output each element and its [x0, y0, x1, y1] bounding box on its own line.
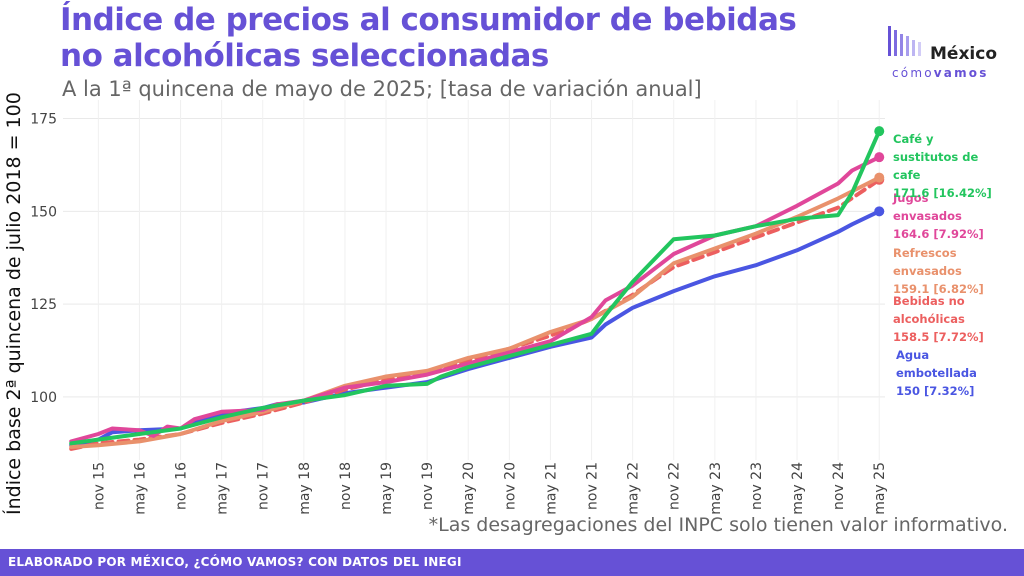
y-tick-label: 175 — [30, 112, 57, 128]
series-name-label: sustitutos de — [893, 150, 978, 164]
series-value-label: 150 [7.32%] — [896, 384, 974, 398]
series-name-label: Bebidas no — [893, 294, 965, 308]
x-tick-label: may 22 — [626, 462, 642, 515]
x-tick-labels: nov 15 may 16 nov 16 may 17 nov 17 may 18 nov … — [91, 462, 888, 515]
logo-bars-icon — [888, 26, 921, 56]
x-tick-label: nov 18 — [338, 462, 354, 510]
x-tick-label: nov 15 — [91, 462, 107, 510]
y-tick-label: 125 — [30, 297, 57, 313]
series-name-label: Café y — [893, 132, 934, 146]
series-line — [69, 177, 882, 451]
mexico-como-vamos-logo: México cómovamos — [888, 20, 1008, 86]
series-name-label: embotellada — [896, 366, 977, 380]
series-line — [69, 209, 882, 448]
series-value-label: 159.1 [6.82%] — [893, 282, 984, 296]
y-tick-label: 150 — [30, 204, 57, 220]
series-name-label: Refrescos — [893, 246, 957, 260]
logo-mexico-text: México — [930, 44, 997, 64]
series-end-point — [874, 172, 885, 183]
series-line — [69, 155, 882, 444]
grid-lines — [63, 100, 885, 460]
x-tick-label: may 16 — [132, 462, 148, 515]
series-name-label: envasados — [893, 209, 962, 223]
series-line — [69, 175, 882, 449]
logo-tagline: cómovamos — [892, 66, 989, 80]
x-tick-label: may 19 — [379, 462, 395, 515]
footer-bar: ELABORADO POR MÉXICO, ¿CÓMO VAMOS? CON D… — [0, 549, 1024, 576]
series-name-label: envasados — [893, 264, 962, 278]
series-value-label: 158.5 [7.72%] — [893, 330, 984, 344]
x-tick-label: nov 19 — [420, 462, 436, 510]
x-tick-label: nov 16 — [174, 462, 190, 510]
footer-source-text: ELABORADO POR MÉXICO, ¿CÓMO VAMOS? CON D… — [8, 555, 462, 569]
series-end-labels: Agua embotellada 150 [7.32%] Bebidas no alco… — [892, 132, 992, 398]
x-tick-label: nov 24 — [831, 462, 847, 510]
x-tick-label: may 25 — [872, 462, 888, 515]
series-line — [69, 129, 882, 446]
y-tick-label: 100 — [30, 390, 57, 406]
y-tick-labels: 100 125 150 175 — [30, 112, 57, 406]
x-tick-label: nov 20 — [502, 462, 518, 510]
logo-tagline-bold: vamos — [933, 66, 989, 80]
series-value-label: 171.6 [16.42%] — [893, 186, 992, 200]
series-name-label: alcohólicas — [893, 312, 965, 326]
chart-title: Índice de precios al consumidor de bebid… — [60, 2, 797, 74]
series-name-label: Agua — [896, 348, 929, 362]
x-tick-label: may 18 — [297, 462, 313, 515]
logo-tagline-light: cómo — [892, 66, 934, 80]
x-tick-label: may 24 — [790, 462, 806, 515]
x-tick-label: may 20 — [461, 462, 477, 515]
x-tick-label: nov 17 — [256, 462, 272, 510]
chart-subtitle: A la 1ª quincena de mayo de 2025; [tasa … — [62, 77, 702, 101]
series-lines — [69, 126, 885, 451]
x-tick-label: may 23 — [708, 462, 724, 515]
series-name-label: cafe — [893, 168, 921, 182]
x-tick-label: may 17 — [215, 462, 231, 515]
x-tick-label: nov 22 — [667, 462, 683, 510]
x-tick-label: nov 23 — [749, 462, 765, 510]
footnote: *Las desagregaciones del INPC solo tiene… — [428, 514, 1008, 536]
series-end-point — [874, 152, 885, 163]
series-end-point — [874, 126, 885, 137]
series-end-point — [874, 206, 885, 217]
series-name-label: Jugos — [892, 191, 929, 205]
x-tick-label: may 21 — [543, 462, 559, 515]
x-tick-label: nov 21 — [585, 462, 601, 510]
series-value-label: 164.6 [7.92%] — [893, 227, 984, 241]
